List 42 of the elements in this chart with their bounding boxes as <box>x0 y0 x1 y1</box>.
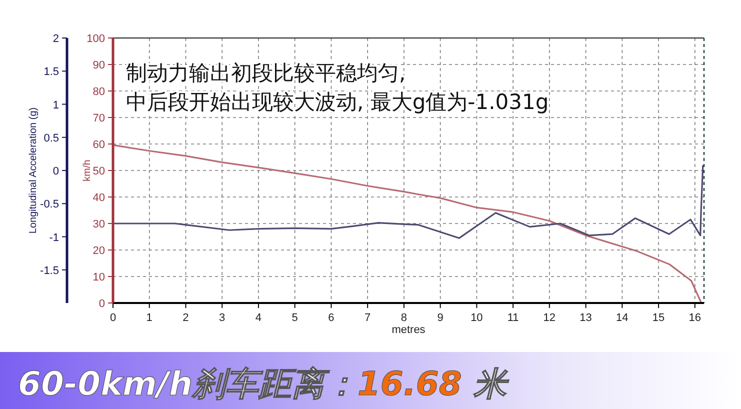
x-tick-label: 13 <box>580 312 592 324</box>
y2-tick-label: 20 <box>92 245 105 257</box>
y2-tick-label: 10 <box>92 272 105 284</box>
x-tick-label: 11 <box>507 312 519 324</box>
x-tick-label: 3 <box>219 312 226 324</box>
x-tick-label: 14 <box>616 312 628 324</box>
x-tick-label: 1 <box>146 312 152 324</box>
x-tick-label: 12 <box>543 312 556 324</box>
y2-tick-label: 100 <box>86 33 105 45</box>
y-tick-label: -0.5 <box>40 198 59 211</box>
y-tick-label: 1.5 <box>44 66 59 78</box>
y-tick-label: 0 <box>52 166 59 178</box>
x-tick-label: 8 <box>400 312 408 324</box>
y2-tick-label: 80 <box>92 86 105 98</box>
x-tick-label: 7 <box>364 312 371 324</box>
x-axis-title: metres <box>392 324 426 336</box>
y2-tick-label: 90 <box>92 60 105 72</box>
x-tick-label: 15 <box>652 312 665 324</box>
y2-tick-label: 40 <box>92 192 105 204</box>
annotation: 制动力输出初段比较平稳均匀, 中后段开始出现较大波动, 最大g值为-1.031g <box>126 61 549 114</box>
y-tick-label: 1 <box>52 99 59 112</box>
x-tick-label: 0 <box>110 312 116 324</box>
x-tick-label: 4 <box>255 312 262 324</box>
y2-tick-label: 0 <box>98 298 105 310</box>
y2-tick-label: 50 <box>92 166 105 178</box>
y-tick-label: -1 <box>49 232 59 244</box>
x-tick-label: 16 <box>688 312 702 324</box>
y2-tick-label: 70 <box>92 112 105 124</box>
y-axis-title: Longitudinal Acceleration (g) <box>28 107 39 234</box>
x-tick-label: 6 <box>328 312 334 324</box>
x-tick-label: 10 <box>470 312 483 324</box>
x-tick-label: 5 <box>292 312 298 324</box>
y2-axis-title: km/h <box>82 160 93 182</box>
y2-tick-label: 60 <box>92 139 105 151</box>
line-series <box>112 164 704 239</box>
y-tick-label: -1.5 <box>40 264 59 277</box>
x-tick-label: 2 <box>182 312 189 324</box>
y2-tick-label: 30 <box>92 218 105 230</box>
x-tick-label: 9 <box>437 312 444 324</box>
text: 60-0km/h刹车距离：16.68 米 <box>18 364 510 403</box>
y-tick-label: 0.5 <box>44 132 59 144</box>
y-tick-label: 2 <box>52 33 59 45</box>
